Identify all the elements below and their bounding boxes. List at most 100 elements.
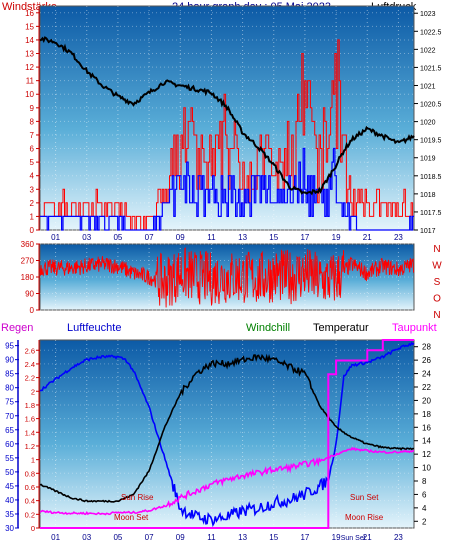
x-tick-label: 03 [82, 533, 91, 542]
wind-gust-series [40, 39, 414, 231]
temperature-axis-tick-label: 24 [422, 370, 431, 379]
rain-axis-tick-label: 1.6 [25, 415, 35, 424]
rain-axis-tick-label: 0 [31, 524, 35, 533]
wind-axis-tick-label: 1 [30, 212, 35, 221]
compass-label: W [432, 261, 442, 272]
pressure-axis-tick-label: 1020.5 [420, 102, 442, 109]
pressure-axis-tick-label: 1018 [420, 192, 436, 199]
rain-axis-tick-label: 1.2 [25, 442, 35, 451]
humidity-axis-tick-label: 55 [5, 454, 14, 463]
wind-axis-tick-label: 10 [25, 90, 34, 99]
moon-set-annotation: Moon Set [114, 513, 149, 522]
compass-label: N [433, 310, 440, 321]
x-tick-label: 03 [82, 233, 91, 242]
x-tick-label: 21 [363, 533, 372, 542]
temperature-axis-tick-label: 22 [422, 383, 431, 392]
humidity-axis-tick-label: 80 [5, 384, 14, 393]
dewpoint-series [39, 446, 415, 516]
temperature-axis-tick-label: 14 [422, 437, 431, 446]
rain-axis-tick-label: 2.4 [25, 360, 35, 369]
direction-axis: 0 90 180 270 360 [21, 240, 40, 315]
rain-axis-tick-label: 0.6 [25, 483, 35, 492]
x-tick-label: 11 [207, 233, 216, 242]
wind-axis-tick-label: 13 [25, 50, 34, 59]
temperature-axis-tick-label: 12 [422, 450, 431, 459]
temperature-axis-tick-label: 10 [422, 464, 431, 473]
direction-axis-tick-label: 270 [21, 257, 35, 266]
rain-axis: 0 0.2 0.4 0.6 0.8 1 1.2 1.4 1.6 1.8 2 2.2 2.4 2.6 [25, 340, 40, 533]
x-tick-label: 07 [145, 233, 154, 242]
humidity-axis-tick-label: 35 [5, 510, 14, 519]
x-tick-label: 19 [332, 533, 341, 542]
rain-axis-tick-label: 2.6 [25, 346, 35, 355]
x-tick-label: 23 [394, 233, 403, 242]
temperature-axis-tick-label: 8 [422, 477, 427, 486]
x-tick-label: 01 [51, 233, 60, 242]
temperature-series [39, 353, 415, 503]
x-tick-label: Sun Set [341, 535, 366, 542]
humidity-axis-title: Luftfeuchte [67, 322, 121, 334]
direction-axis-tick-label: 180 [21, 273, 35, 282]
climate-plot-area [39, 339, 415, 529]
temperature-axis-tick-label: 18 [422, 410, 431, 419]
wind-axis-tick-label: 5 [30, 158, 35, 167]
rain-axis-tick-label: 2 [31, 387, 35, 396]
wind-axis-tick-label: 14 [25, 36, 34, 45]
wind-axis-tick-label: 0 [30, 226, 35, 235]
compass-label: N [433, 244, 440, 255]
wind-axis-tick-label: 16 [25, 9, 34, 18]
direction-axis-tick-label: 90 [25, 290, 34, 299]
x-tick-label: 01 [51, 533, 60, 542]
moon-rise-annotation: Moon Rise [345, 513, 384, 522]
x-tick-label: 11 [207, 533, 216, 542]
direction-axis-tick-label: 360 [21, 240, 35, 249]
wind-axis-tick-label: 3 [30, 185, 35, 194]
x-tick-label: 17 [300, 533, 309, 542]
x-tick-label: 19 [332, 233, 341, 242]
wind-direction-plot-area [39, 243, 415, 311]
pressure-axis-tick-label: 1017.5 [420, 210, 442, 217]
wind-axis-tick-label: 12 [25, 63, 34, 72]
temperature-axis-tick-label: 20 [422, 396, 431, 405]
rain-axis-tick-label: 2.2 [25, 374, 35, 383]
x-tick-label: 17 [300, 233, 309, 242]
wind-pressure-x-axis: 01 03 05 07 09 11 13 15 17 19 21 23 [51, 233, 403, 242]
pressure-axis-tick-label: 1020 [420, 120, 436, 127]
humidity-series [39, 341, 415, 528]
pressure-axis-tick-label: 1023 [420, 11, 436, 18]
humidity-axis-tick-label: 50 [5, 468, 14, 477]
wind-axis-tick-label: 7 [30, 131, 35, 140]
pressure-axis-tick-label: 1021 [420, 83, 436, 90]
humidity-axis-tick-label: 90 [5, 356, 14, 365]
temperature-axis-tick-label: 2 [422, 517, 427, 526]
humidity-axis-tick-label: 40 [5, 496, 14, 505]
temperature-axis-tick-label: 28 [422, 343, 431, 352]
rain-axis-title: Regen [1, 322, 33, 334]
rain-axis-tick-label: 0.8 [25, 469, 35, 478]
pressure-series [39, 36, 415, 196]
compass-label: O [433, 294, 441, 305]
wind-average-series [40, 147, 414, 231]
dewpoint-label: Taupunkt [392, 322, 437, 334]
humidity-axis-tick-label: 30 [5, 524, 14, 533]
temperature-axis-tick-label: 16 [422, 423, 431, 432]
x-tick-label: 21 [363, 233, 372, 242]
windchill-label: Windchill [246, 322, 290, 334]
x-tick-label: 23 [394, 533, 403, 542]
pressure-axis-tick-label: 1022.5 [420, 29, 442, 36]
x-tick-label: 15 [269, 533, 278, 542]
wind-direction-series [39, 247, 415, 308]
humidity-axis-tick-label: 65 [5, 426, 14, 435]
rain-axis-tick-label: 0.2 [25, 510, 35, 519]
humidity-axis-tick-label: 60 [5, 440, 14, 449]
direction-axis-tick-label: 0 [30, 306, 35, 315]
temperature-axis-title: Temperatur [313, 322, 369, 334]
wind-axis-tick-label: 11 [26, 77, 35, 86]
